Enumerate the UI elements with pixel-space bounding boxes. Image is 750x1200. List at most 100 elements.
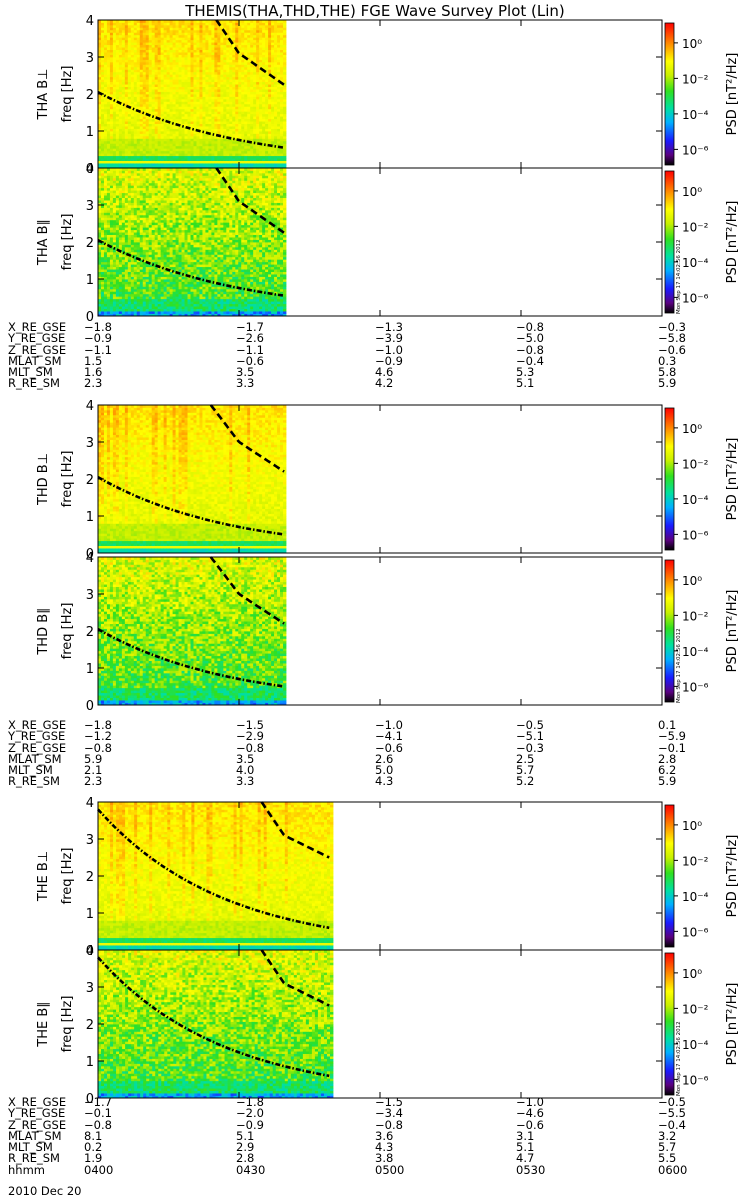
ephemeris-value: −0.6 xyxy=(516,1119,544,1131)
ephemeris-value: −0.9 xyxy=(375,355,403,367)
colorbar-tick-label: 10⁻⁶ xyxy=(682,528,709,542)
y-tick-label: 3 xyxy=(86,981,94,996)
y-tick-label: 3 xyxy=(86,199,94,214)
ephemeris-value: 5.9 xyxy=(658,378,676,390)
colorbar-tick-label: 10⁰ xyxy=(682,185,702,199)
colorbar-label: PSD [nT²/Hz] xyxy=(725,590,740,673)
y-tick-label: 0 xyxy=(86,1092,94,1107)
ephemeris-value: 5.2 xyxy=(516,776,534,788)
y-tick-label: 1 xyxy=(86,662,94,677)
dashdot-curve xyxy=(97,627,285,688)
ephemeris-value: 4.0 xyxy=(236,764,254,776)
ephemeris-value: 3.6 xyxy=(375,1130,393,1142)
ephemeris-value: −0.3 xyxy=(516,742,544,754)
spectrogram-thd-par xyxy=(98,557,287,706)
ephemeris-value: −0.8 xyxy=(84,1119,112,1131)
ephemeris-value: −1.8 xyxy=(84,719,112,731)
colorbar-tick-label: 10⁻⁴ xyxy=(682,1038,709,1052)
ephemeris-value: −1.2 xyxy=(84,730,112,742)
y-tick-label: 4 xyxy=(86,944,94,959)
colorbar-tick-label: 10⁻² xyxy=(682,609,709,623)
ephemeris-value: 1.9 xyxy=(84,1153,102,1165)
y-tick-label: 4 xyxy=(86,551,94,566)
ephemeris-value: 4.2 xyxy=(375,378,393,390)
ephemeris-value: −0.5 xyxy=(516,719,544,731)
dashdot-curve xyxy=(97,239,285,297)
ephemeris-value: −2.0 xyxy=(236,1107,264,1119)
ephemeris-value: 3.5 xyxy=(236,366,254,378)
y-tick-label: 3 xyxy=(86,51,94,66)
panel-ylabel-units: freq [Hz] xyxy=(60,66,75,123)
ephemeris-value: −4.6 xyxy=(516,1107,544,1119)
ephemeris-value: −1.1 xyxy=(84,344,112,356)
y-tick-label: 0 xyxy=(86,547,94,562)
ephemeris-value: −1.5 xyxy=(375,1096,403,1108)
ephemeris-row-label: MLT_SM xyxy=(8,764,53,776)
panel-ylabel: THA B⊥ xyxy=(36,69,51,121)
colorbar xyxy=(664,804,675,948)
ephemeris-row-label: MLAT_SM xyxy=(8,1130,62,1142)
ephemeris-row-label: Z_RE_GSE xyxy=(8,1119,66,1131)
ephemeris-value: −5.9 xyxy=(658,730,686,742)
ephemeris-row-label: R_RE_SM xyxy=(8,378,60,390)
ephemeris-row-label: X_RE_GSE xyxy=(8,719,66,731)
ephemeris-row-label: hhmm xyxy=(8,1164,45,1176)
ephemeris-value: 2.8 xyxy=(658,753,676,765)
timestamp-stamp: Mon Sep 17 14:02:56 2012 xyxy=(676,628,682,703)
colorbar-tick-label: 10⁻⁴ xyxy=(682,493,709,507)
dashdot-curve xyxy=(97,956,330,1078)
y-tick-label: 3 xyxy=(86,833,94,848)
y-tick-label: 0 xyxy=(86,162,94,177)
colorbar-label: PSD [nT²/Hz] xyxy=(725,438,740,521)
ephemeris-row-label: MLAT_SM xyxy=(8,753,62,765)
ephemeris-value: 3.3 xyxy=(236,776,254,788)
ephemeris-value: 5.7 xyxy=(516,764,534,776)
y-tick-label: 2 xyxy=(86,88,94,103)
ephemeris-value: −1.0 xyxy=(516,1096,544,1108)
date-label: 2010 Dec 20 xyxy=(8,1185,81,1197)
ephemeris-value: 5.3 xyxy=(516,366,534,378)
spectrogram-the-par xyxy=(98,950,334,1099)
panel-ylabel: THE B∥ xyxy=(36,1001,51,1047)
ephemeris-row-label: Y_RE_GSE xyxy=(8,1107,65,1119)
ephemeris-value: 3.8 xyxy=(375,1153,393,1165)
ephemeris-value: 0.1 xyxy=(658,719,676,731)
ephemeris-value: 0500 xyxy=(375,1164,404,1176)
colorbar-tick-label: 10⁻² xyxy=(682,220,709,234)
ephemeris-value: 3.5 xyxy=(236,753,254,765)
y-tick-label: 0 xyxy=(86,699,94,714)
y-tick-label: 1 xyxy=(86,510,94,525)
dashed-curve xyxy=(260,801,330,859)
ephemeris-value: −0.8 xyxy=(84,742,112,754)
dashdot-curve xyxy=(97,475,285,536)
ephemeris-value: −3.9 xyxy=(375,332,403,344)
ephemeris-value: −1.1 xyxy=(236,344,264,356)
dashed-curve xyxy=(209,404,285,473)
ephemeris-value: −0.8 xyxy=(375,1119,403,1131)
ephemeris-value: −1.8 xyxy=(236,1096,264,1108)
ephemeris-row-label: MLT_SM xyxy=(8,366,53,378)
dashed-curve xyxy=(260,949,330,1007)
y-tick-label: 2 xyxy=(86,625,94,640)
dashdot-curve xyxy=(97,808,330,930)
ephemeris-row-label: Y_RE_GSE xyxy=(8,730,65,742)
ephemeris-value: 4.3 xyxy=(375,776,393,788)
colorbar xyxy=(664,559,675,703)
y-tick-label: 0 xyxy=(86,944,94,959)
ephemeris-value: 5.7 xyxy=(658,1141,676,1153)
ephemeris-value: 6.2 xyxy=(658,764,676,776)
ephemeris-value: 4.3 xyxy=(375,1141,393,1153)
ephemeris-value: −1.0 xyxy=(375,344,403,356)
ephemeris-value: −3.4 xyxy=(375,1107,403,1119)
y-tick-label: 0 xyxy=(86,310,94,325)
ephemeris-value: 0530 xyxy=(516,1164,545,1176)
dashdot-curve xyxy=(97,91,285,149)
ephemeris-row-label: Y_RE_GSE xyxy=(8,332,65,344)
ephemeris-row-label: X_RE_GSE xyxy=(8,1096,66,1108)
ephemeris-value: −0.3 xyxy=(658,321,686,333)
dashed-curve xyxy=(215,167,285,234)
ephemeris-value: −4.1 xyxy=(375,730,403,742)
colorbar-tick-label: 10⁻⁶ xyxy=(682,143,709,157)
colorbar-tick-label: 10⁻² xyxy=(682,457,709,471)
ephemeris-value: −0.8 xyxy=(236,742,264,754)
